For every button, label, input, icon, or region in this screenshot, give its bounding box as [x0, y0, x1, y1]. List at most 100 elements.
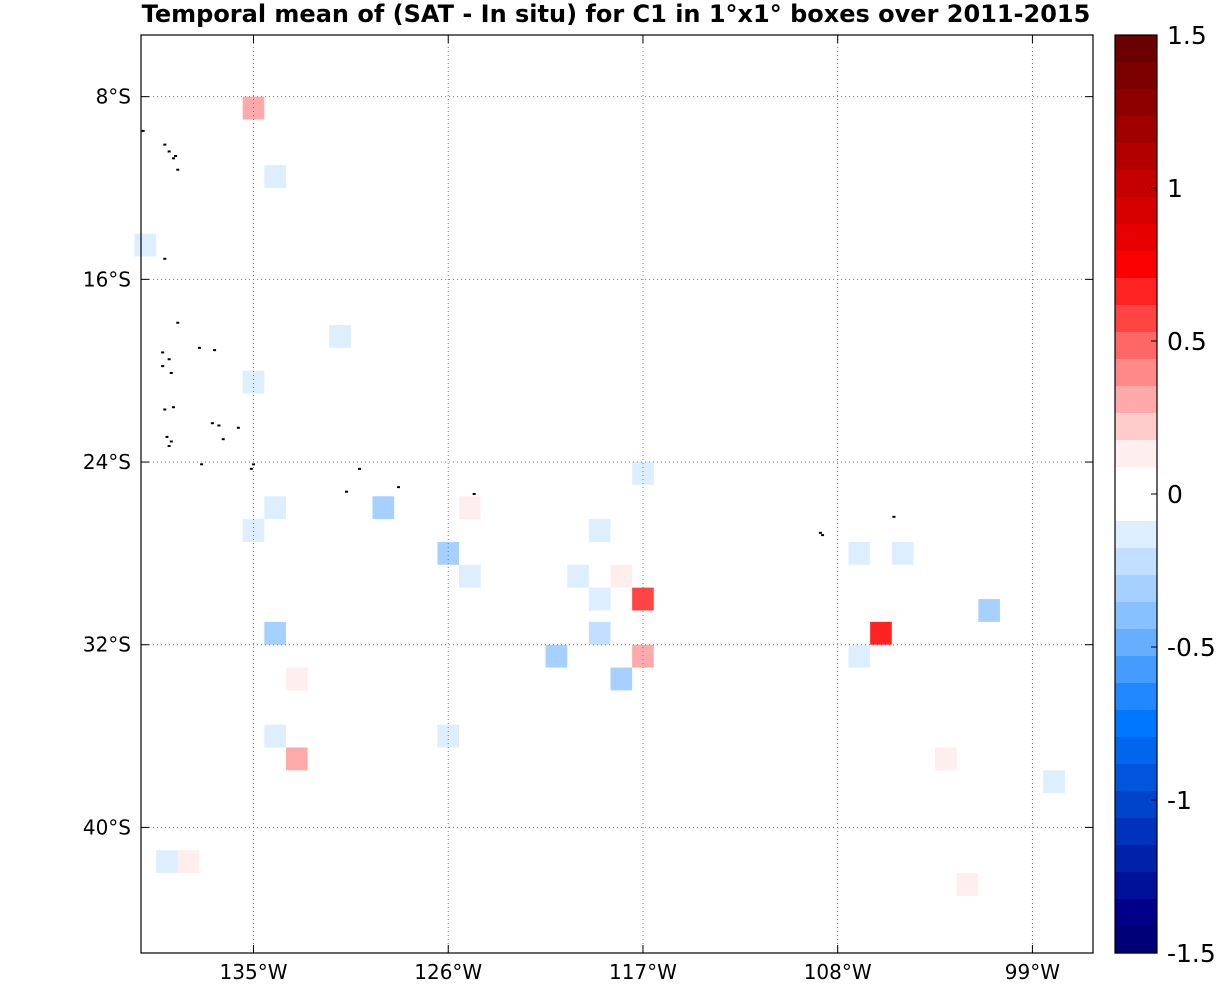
colorbar-tick-label: 1.5 — [1167, 21, 1207, 50]
y-axis: 8°S 16°S 24°S 32°S 40°S — [83, 85, 1093, 839]
colorbar-swatch — [1115, 845, 1157, 873]
colorbar-swatch — [1115, 197, 1157, 225]
colorbar-swatch — [1115, 386, 1157, 414]
island-mark — [163, 408, 167, 411]
island-mark — [396, 486, 400, 489]
island-mark — [165, 435, 169, 438]
data-cell — [891, 541, 914, 565]
data-cell — [588, 621, 611, 645]
x-tick-label: 108°W — [804, 960, 872, 984]
data-cell — [848, 541, 871, 565]
data-cell — [242, 519, 265, 542]
colorbar-swatch — [1115, 35, 1157, 63]
x-axis: 135°W 126°W 117°W 108°W 99°W — [220, 35, 1060, 984]
colorbar-swatch — [1115, 899, 1157, 927]
colorbar-swatch — [1115, 251, 1157, 279]
colorbar-swatch — [1115, 62, 1157, 90]
colorbar-swatch — [1115, 764, 1157, 792]
y-tick-label: 8°S — [96, 85, 131, 109]
x-tick-label: 117°W — [609, 960, 677, 984]
land-layer — [141, 129, 896, 537]
colorbar-swatch — [1115, 305, 1157, 333]
island-mark — [252, 463, 256, 466]
x-tick-label: 135°W — [220, 960, 288, 984]
island-mark — [221, 438, 225, 441]
island-mark — [163, 257, 167, 260]
island-mark — [818, 531, 822, 534]
island-mark — [345, 490, 349, 493]
data-cell — [242, 370, 265, 394]
data-cell — [610, 564, 633, 588]
data-cell — [632, 644, 654, 668]
island-mark — [161, 365, 165, 368]
colorbar-swatch — [1115, 710, 1157, 738]
data-cell — [459, 496, 481, 520]
data-cell — [610, 667, 633, 691]
colorbar-swatch — [1115, 278, 1157, 306]
colorbar-swatch — [1115, 683, 1157, 711]
colorbar-swatch — [1115, 575, 1157, 603]
island-mark — [210, 422, 214, 425]
data-cell — [177, 850, 200, 874]
island-mark — [200, 463, 204, 466]
data-cell — [264, 621, 286, 645]
y-tick-label: 16°S — [83, 267, 131, 291]
island-mark — [236, 426, 240, 429]
colorbar-swatch — [1115, 548, 1157, 576]
y-tick-label: 40°S — [83, 815, 131, 839]
colorbar-swatch — [1115, 467, 1157, 495]
colorbar-tick-label: -1 — [1167, 786, 1192, 815]
colorbar-swatch — [1115, 359, 1157, 387]
colorbar-swatch — [1115, 737, 1157, 765]
colorbar-swatch — [1115, 494, 1157, 522]
island-mark — [169, 371, 173, 374]
data-cell — [329, 325, 351, 348]
data-cell — [870, 621, 892, 645]
data-cell — [545, 644, 568, 668]
data-cell — [242, 96, 265, 120]
data-cell — [848, 644, 871, 668]
colorbar-swatch — [1115, 926, 1157, 954]
data-cell — [459, 564, 481, 588]
colorbar-swatch — [1115, 89, 1157, 117]
colorbar-swatch — [1115, 872, 1157, 900]
data-cell — [978, 599, 1000, 622]
y-tick-label: 24°S — [83, 450, 131, 474]
island-mark — [197, 346, 201, 349]
island-mark — [213, 349, 217, 352]
island-mark — [358, 467, 362, 470]
data-cell — [588, 519, 611, 542]
island-mark — [141, 129, 145, 132]
colorbar-swatch — [1115, 116, 1157, 144]
island-mark — [167, 150, 171, 153]
data-cell — [264, 496, 286, 520]
island-mark — [171, 157, 175, 160]
island-mark — [472, 493, 476, 495]
y-tick-label: 32°S — [83, 633, 131, 657]
chart-title: Temporal mean of (SAT - In situ) for C1 … — [141, 0, 1091, 28]
colorbar-tick-label: 0 — [1167, 480, 1183, 509]
data-cell — [567, 564, 589, 588]
data-cell — [372, 496, 395, 520]
colorbar-swatch — [1115, 521, 1157, 549]
colorbar-swatch — [1115, 332, 1157, 360]
data-cell — [264, 165, 286, 188]
gridlines — [141, 35, 1093, 953]
data-cells-layer — [134, 96, 1065, 896]
island-mark — [174, 155, 178, 158]
data-cell — [588, 587, 611, 611]
island-mark — [163, 143, 167, 146]
data-cell — [285, 747, 308, 771]
colorbar-swatch — [1115, 413, 1157, 441]
island-mark — [217, 424, 221, 427]
colorbar-tick-label: -1.5 — [1167, 939, 1216, 968]
colorbar — [1114, 34, 1158, 954]
colorbar-swatch — [1115, 602, 1157, 630]
colorbar-swatch — [1115, 629, 1157, 657]
data-cell — [1043, 770, 1065, 794]
x-tick-label: 126°W — [414, 960, 482, 984]
colorbar-tick-label: -0.5 — [1167, 633, 1216, 662]
plot-frame — [140, 34, 1094, 954]
colorbar-swatch — [1115, 143, 1157, 171]
